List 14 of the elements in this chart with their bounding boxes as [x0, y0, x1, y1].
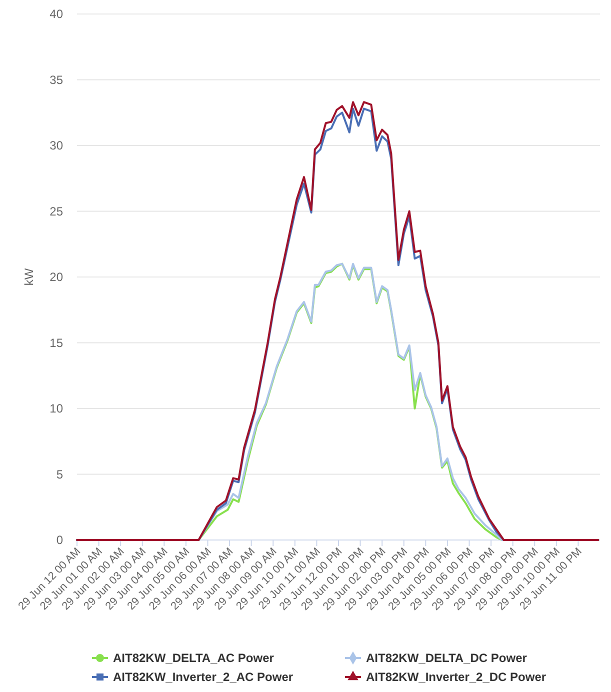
y-tick-label: 0	[56, 533, 64, 548]
legend-label: AIT82KW_Inverter_2_DC Power	[366, 670, 546, 684]
legend-label: AIT82KW_Inverter_2_AC Power	[113, 670, 294, 684]
y-tick-label: 15	[50, 336, 64, 350]
y-axis-title: kW	[22, 268, 36, 286]
y-tick-label: 30	[50, 138, 64, 153]
legend-label: AIT82KW_DELTA_AC Power	[113, 651, 274, 666]
y-tick-label: 10	[50, 402, 64, 416]
y-tick-label: 20	[50, 270, 64, 284]
y-tick-label: 5	[56, 467, 64, 482]
y-tick-label: 35	[50, 72, 64, 87]
y-tick-label: 25	[50, 204, 64, 218]
y-tick-label: 40	[50, 7, 64, 22]
legend-label: AIT82KW_DELTA_DC Power	[366, 651, 528, 666]
